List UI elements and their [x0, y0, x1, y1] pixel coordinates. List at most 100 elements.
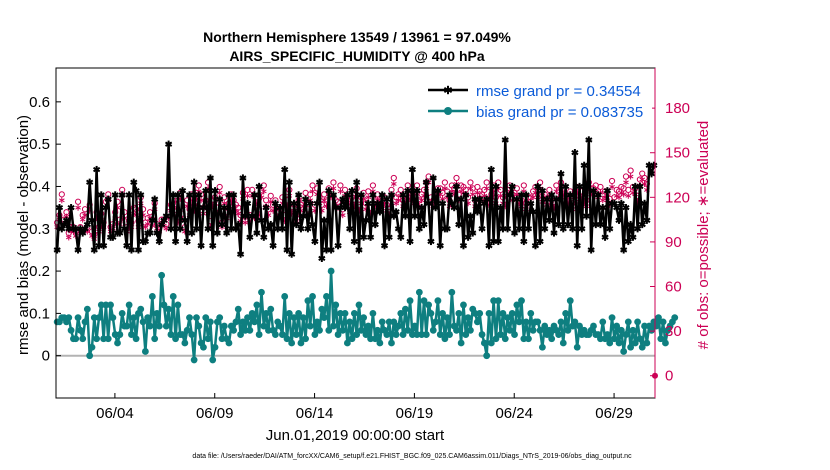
- obs-evaluated-point: [390, 180, 397, 187]
- bias-point: [610, 335, 618, 343]
- rmse-point: [213, 229, 221, 237]
- rmse-point: [325, 187, 333, 195]
- bias-point: [613, 322, 621, 330]
- bias-point: [624, 318, 632, 326]
- obs-possible-point: [369, 182, 377, 189]
- rmse-point: [464, 233, 472, 241]
- bias-point: [239, 318, 247, 326]
- bias-point: [144, 314, 152, 322]
- rmse-point: [638, 220, 646, 229]
- bias-point: [179, 331, 186, 338]
- rmse-point: [67, 204, 75, 212]
- obs-evaluated-point: [337, 188, 344, 195]
- rmse-point: [301, 195, 310, 203]
- rmse-point: [229, 191, 238, 199]
- rmse-point: [513, 195, 521, 203]
- bias-point: [251, 318, 258, 326]
- bias-point: [153, 309, 161, 317]
- bias-point: [604, 331, 611, 338]
- bias-point: [302, 335, 309, 343]
- bias-point: [448, 288, 456, 296]
- bias-point: [74, 314, 82, 322]
- rmse-point: [524, 225, 533, 233]
- rmse-point: [622, 204, 630, 212]
- rmse-point: [320, 216, 328, 224]
- rmse-point: [582, 212, 591, 220]
- bias-point: [467, 326, 474, 334]
- bias-point: [346, 318, 354, 326]
- bias-point: [132, 335, 140, 343]
- bias-point: [341, 309, 349, 317]
- legend-rmse-star: [443, 85, 453, 95]
- bias-point: [508, 309, 516, 317]
- bias-point: [464, 314, 472, 322]
- bias-point: [485, 309, 493, 317]
- obs-evaluated-point: [639, 176, 646, 183]
- rmse-point: [220, 204, 228, 212]
- y2-tick-label: 180: [665, 100, 690, 117]
- rmse-point: [176, 225, 184, 233]
- bias-point: [93, 335, 101, 343]
- obs-possible-point: [553, 182, 560, 189]
- rmse-point: [531, 242, 540, 250]
- bias-point: [139, 318, 147, 326]
- obs-evaluated-point: [467, 185, 474, 192]
- bias-point: [402, 305, 409, 313]
- bias-point: [427, 309, 435, 317]
- bias-point: [253, 301, 261, 309]
- bias-point: [425, 301, 433, 309]
- rmse-point: [633, 225, 642, 233]
- rmse-point: [520, 237, 528, 246]
- rmse-markers: [53, 136, 658, 262]
- bias-point: [480, 339, 488, 347]
- bias-point: [188, 331, 196, 338]
- rmse-point: [380, 242, 389, 250]
- rmse-point: [218, 220, 226, 229]
- rmse-point: [174, 191, 182, 199]
- bias-point: [608, 314, 616, 322]
- bias-point: [172, 335, 179, 343]
- rmse-point: [148, 216, 156, 224]
- bias-point: [566, 297, 574, 305]
- rmse-point: [627, 220, 635, 229]
- rmse-point: [297, 225, 305, 233]
- rmse-point: [415, 225, 423, 233]
- rmse-point: [257, 216, 266, 224]
- bias-point: [420, 297, 428, 305]
- rmse-point: [102, 204, 110, 212]
- bias-point: [114, 339, 121, 347]
- bias-point: [536, 326, 544, 334]
- rmse-point: [603, 187, 612, 195]
- bias-point: [248, 309, 256, 317]
- rmse-point: [90, 246, 98, 254]
- rmse-point: [55, 204, 64, 212]
- rmse-point: [267, 220, 275, 229]
- rmse-point: [552, 195, 560, 203]
- rmse-point: [580, 161, 588, 169]
- bias-point: [357, 326, 365, 334]
- rmse-point: [394, 225, 403, 233]
- rmse-point: [459, 242, 468, 250]
- rmse-point: [281, 165, 289, 174]
- rmse-line: [55, 138, 656, 260]
- bias-point: [541, 322, 549, 330]
- obs-evaluated-point: [418, 197, 425, 204]
- obs-evaluated-point: [144, 221, 151, 228]
- bias-point: [204, 335, 212, 343]
- bias-point: [659, 318, 667, 326]
- bias-point: [118, 309, 126, 317]
- bias-point: [513, 301, 521, 309]
- bias-point: [281, 293, 289, 300]
- bias-point: [557, 318, 565, 326]
- rmse-point: [366, 233, 375, 241]
- bias-point: [246, 326, 254, 334]
- bias-point: [576, 322, 583, 330]
- rmse-point: [550, 229, 558, 237]
- rmse-point: [501, 136, 509, 144]
- rmse-point: [308, 220, 317, 229]
- bias-point: [555, 331, 563, 338]
- obs-possible-point: [597, 183, 604, 191]
- bias-point: [181, 339, 189, 347]
- bias-point: [627, 343, 635, 351]
